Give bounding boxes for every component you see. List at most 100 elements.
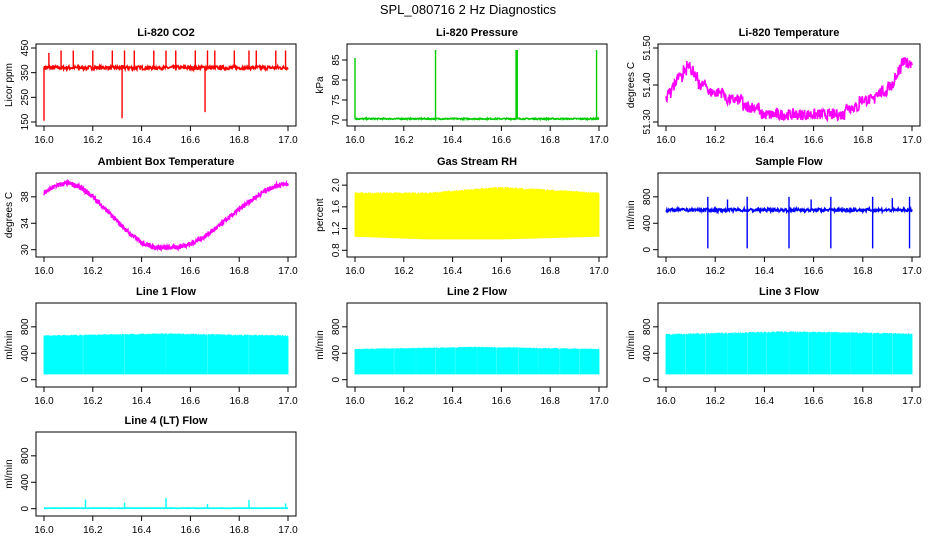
y-tick-label: 75 bbox=[331, 94, 342, 106]
x-tick-label: 16.8 bbox=[853, 266, 873, 277]
y-tick-label: 1.6 bbox=[331, 199, 342, 213]
x-tick-label: 16.2 bbox=[83, 396, 103, 407]
x-tick-label: 16.0 bbox=[345, 266, 365, 277]
x-tick-label: 16.8 bbox=[853, 135, 873, 146]
x-tick-label: 17.0 bbox=[278, 135, 298, 146]
data-band bbox=[43, 333, 289, 375]
series-group bbox=[354, 346, 600, 375]
x-tick-label: 16.2 bbox=[394, 396, 414, 407]
y-axis-label: ml/min bbox=[4, 459, 15, 488]
data-line bbox=[43, 178, 289, 253]
chart-panel: Li-820 Pressure 16.0 16.2 16.4 16.6 16.8 17.0 7… bbox=[315, 27, 609, 146]
x-tick-label: 16.4 bbox=[755, 135, 775, 146]
series-group bbox=[354, 50, 600, 122]
y-tick-label: 38 bbox=[20, 191, 31, 203]
x-tick-label: 16.0 bbox=[34, 396, 54, 407]
data-band bbox=[665, 331, 913, 375]
y-tick-label: 1.2 bbox=[331, 221, 342, 235]
y-tick-label: 250 bbox=[20, 89, 31, 106]
plot-frame bbox=[35, 43, 297, 127]
x-tick-label: 16.8 bbox=[229, 525, 249, 536]
y-tick-label: 450 bbox=[20, 39, 31, 56]
panels: Li-820 CO2 16.0 16.2 16.4 16.6 16.8 17.0 150 250… bbox=[4, 27, 922, 536]
y-axis-label: kPa bbox=[315, 76, 326, 94]
y-axis-label: percent bbox=[315, 198, 326, 232]
y-tick-label: 51.30 bbox=[642, 109, 653, 134]
y-tick-label: 150 bbox=[20, 113, 31, 130]
x-tick-label: 16.4 bbox=[755, 396, 775, 407]
x-tick-label: 16.2 bbox=[394, 135, 414, 146]
x-tick-label: 16.2 bbox=[705, 396, 725, 407]
y-tick-label: 800 bbox=[20, 447, 31, 464]
series-group bbox=[665, 57, 913, 123]
y-axis-label: ml/min bbox=[4, 330, 15, 359]
x-tick-label: 17.0 bbox=[589, 266, 609, 277]
series-group bbox=[43, 333, 289, 375]
y-tick-label: 0 bbox=[642, 246, 653, 252]
x-tick-label: 16.0 bbox=[34, 266, 54, 277]
x-tick-label: 16.8 bbox=[229, 135, 249, 146]
y-tick-label: 34 bbox=[20, 217, 31, 229]
x-tick-label: 16.8 bbox=[853, 396, 873, 407]
plot-frame bbox=[346, 43, 608, 127]
chart-panel: Ambient Box Temperature 16.0 16.2 16.4 16.6 1… bbox=[4, 156, 298, 277]
x-tick-label: 16.4 bbox=[132, 266, 152, 277]
x-tick-label: 16.4 bbox=[443, 396, 463, 407]
x-tick-label: 16.8 bbox=[229, 396, 249, 407]
x-tick-label: 17.0 bbox=[278, 266, 298, 277]
y-tick-label: 800 bbox=[642, 318, 653, 335]
plot-frame bbox=[35, 172, 297, 258]
x-tick-label: 17.0 bbox=[589, 135, 609, 146]
x-tick-label: 17.0 bbox=[902, 135, 922, 146]
x-tick-label: 16.8 bbox=[540, 135, 560, 146]
x-tick-label: 16.6 bbox=[181, 135, 201, 146]
y-tick-label: 400 bbox=[642, 214, 653, 231]
series-group bbox=[43, 178, 289, 253]
x-tick-label: 17.0 bbox=[278, 525, 298, 536]
y-tick-label: 800 bbox=[20, 318, 31, 335]
x-tick-label: 16.4 bbox=[132, 396, 152, 407]
y-tick-label: 51.50 bbox=[642, 35, 653, 60]
x-tick-label: 17.0 bbox=[902, 396, 922, 407]
data-line bbox=[665, 57, 913, 123]
y-tick-label: 350 bbox=[20, 64, 31, 81]
chart-title: Line 1 Flow bbox=[136, 286, 196, 298]
y-tick-label: 30 bbox=[20, 244, 31, 256]
y-tick-label: 400 bbox=[20, 344, 31, 361]
chart-panel: Sample Flow 16.0 16.2 16.4 16.6 16.8 17.0 0 400 8… bbox=[626, 156, 922, 277]
series-group bbox=[665, 196, 913, 249]
y-axis-label: ml/min bbox=[626, 330, 637, 359]
chart-title: Line 2 Flow bbox=[447, 286, 507, 298]
chart-panel: Line 2 Flow 16.0 16.2 16.4 16.6 16.8 17.0 0 400 8… bbox=[315, 286, 609, 407]
y-tick-label: 800 bbox=[642, 188, 653, 205]
chart-title: Ambient Box Temperature bbox=[98, 156, 235, 168]
y-tick-label: 800 bbox=[331, 318, 342, 335]
y-axis-label: degrees C bbox=[626, 62, 637, 108]
x-tick-label: 16.4 bbox=[132, 525, 152, 536]
x-tick-label: 16.2 bbox=[705, 266, 725, 277]
y-tick-label: 400 bbox=[642, 344, 653, 361]
x-tick-label: 16.8 bbox=[229, 266, 249, 277]
chart-panel: Line 1 Flow 16.0 16.2 16.4 16.6 16.8 17.0 0 400 8… bbox=[4, 286, 298, 407]
y-tick-label: 400 bbox=[331, 344, 342, 361]
x-tick-label: 16.2 bbox=[705, 135, 725, 146]
data-band bbox=[354, 346, 600, 375]
chart-title: Li-820 Pressure bbox=[436, 27, 518, 39]
chart-title: Line 4 (LT) Flow bbox=[125, 415, 208, 427]
x-tick-label: 16.6 bbox=[181, 525, 201, 536]
chart-title: Li-820 CO2 bbox=[137, 27, 194, 39]
y-tick-label: 0.8 bbox=[331, 243, 342, 257]
data-band bbox=[354, 186, 600, 240]
x-tick-label: 16.4 bbox=[443, 135, 463, 146]
chart-title: Gas Stream RH bbox=[437, 156, 517, 168]
x-tick-label: 16.0 bbox=[656, 396, 676, 407]
x-tick-label: 16.6 bbox=[492, 396, 512, 407]
y-tick-label: 0 bbox=[20, 505, 31, 511]
x-tick-label: 16.2 bbox=[83, 266, 103, 277]
chart-title: Li-820 Temperature bbox=[739, 27, 840, 39]
y-tick-label: 85 bbox=[331, 54, 342, 66]
x-tick-label: 16.4 bbox=[443, 266, 463, 277]
y-axis-label: degrees C bbox=[4, 192, 15, 238]
y-tick-label: 70 bbox=[331, 114, 342, 126]
